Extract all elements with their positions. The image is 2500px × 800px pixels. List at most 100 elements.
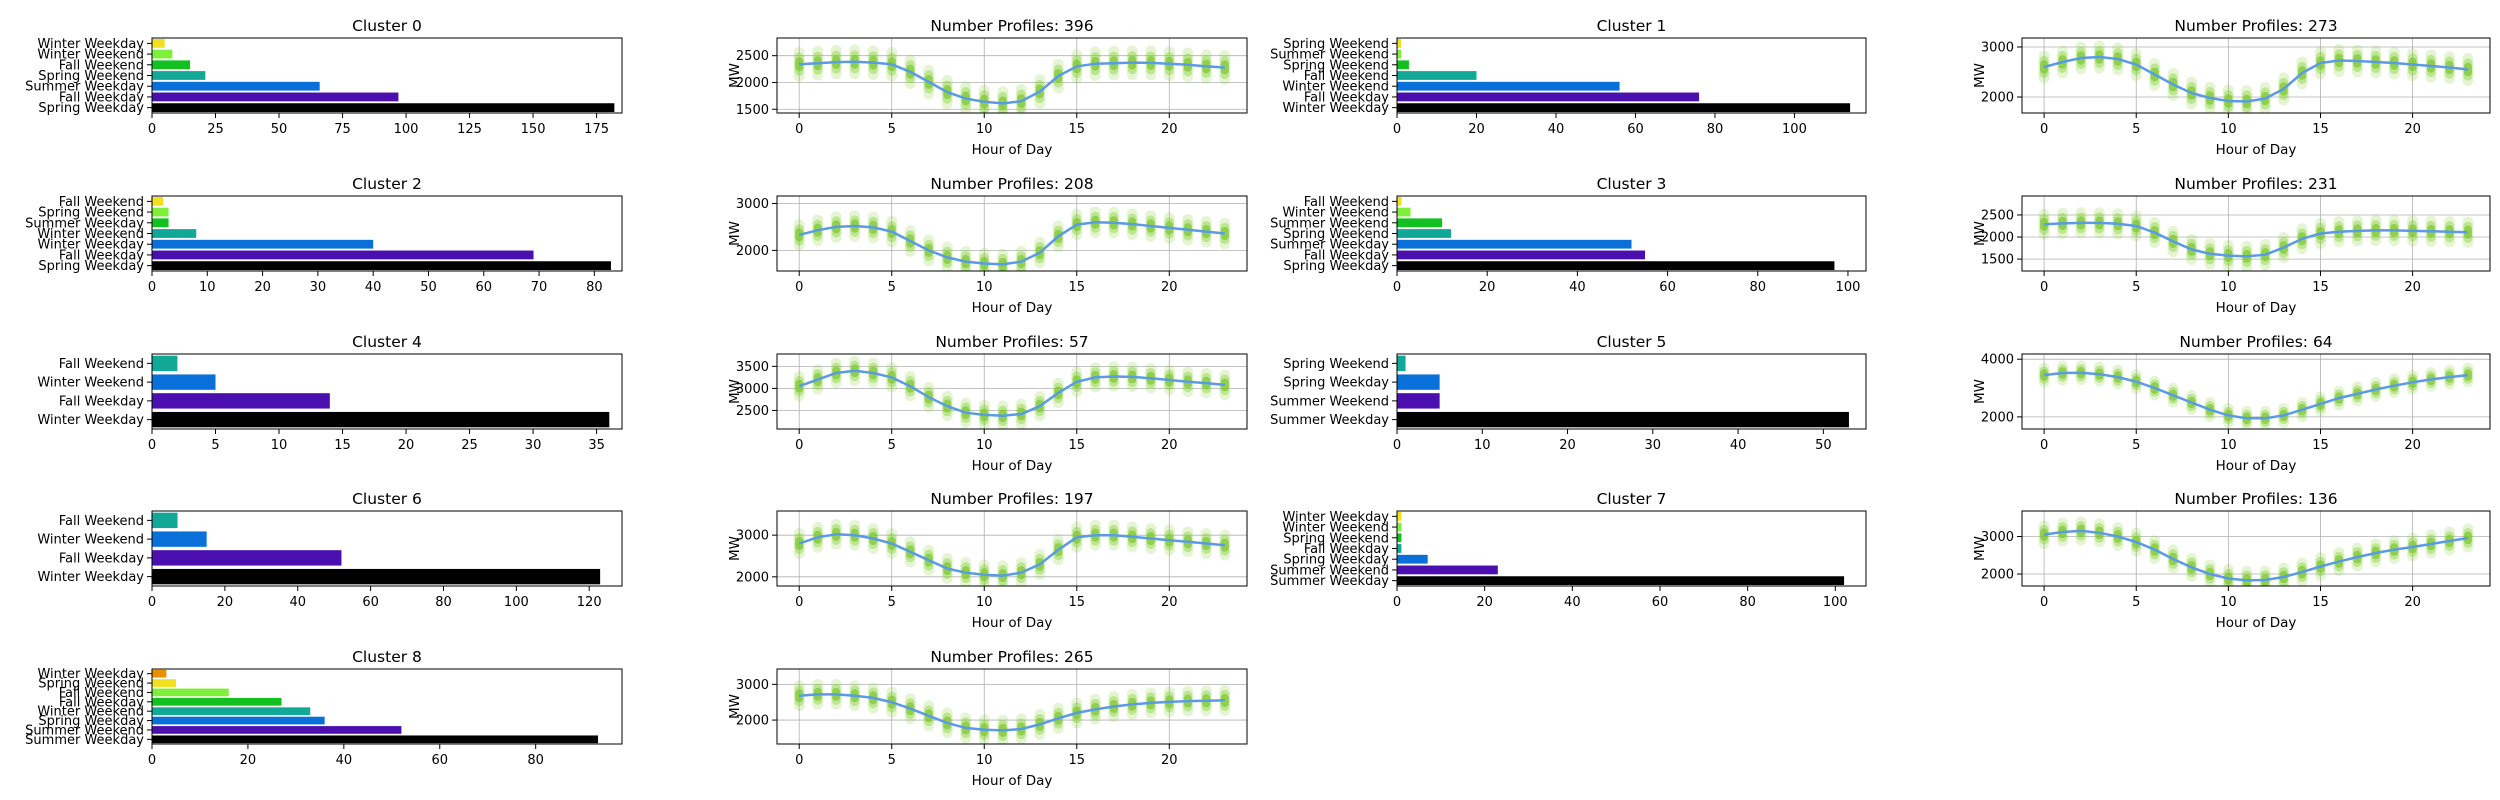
x-tick-label: 5 [888, 438, 896, 453]
bar-3 [152, 512, 178, 529]
category-label: Winter Weekend [37, 533, 144, 548]
axes-frame [2021, 353, 2491, 430]
bar-6 [1397, 196, 1402, 206]
y-axis-label: MW [1972, 379, 1988, 404]
x-tick-label: 80 [586, 280, 603, 295]
category-label: Fall Weekday [59, 248, 144, 263]
bar-3 [152, 71, 206, 80]
x-tick-label: 20 [2404, 122, 2421, 137]
y-axis-label: MW [1972, 221, 1988, 246]
panel-title: Number Profiles: 265 [930, 648, 1093, 666]
bar-0 [152, 103, 615, 113]
y-tick-label: 2000 [736, 244, 769, 259]
x-axis-label: Hour of Day [2216, 615, 2297, 631]
axes-frame [776, 37, 1248, 114]
x-tick-label: 15 [1068, 595, 1085, 610]
bar-4 [1397, 218, 1443, 228]
x-tick-label: 0 [1393, 280, 1401, 295]
x-tick-label: 5 [211, 438, 219, 453]
x-tick-label: 100 [504, 595, 529, 610]
x-tick-label: 20 [2404, 595, 2421, 610]
y-tick-label: 3000 [736, 382, 769, 397]
x-tick-label: 5 [2132, 438, 2140, 453]
x-tick-label: 5 [888, 122, 896, 137]
axes-frame [776, 668, 1248, 745]
x-tick-label: 40 [336, 753, 353, 768]
x-tick-label: 5 [2132, 595, 2140, 610]
bar-3 [1397, 71, 1477, 80]
mean-profile-line [799, 693, 1225, 732]
axes-frame [2021, 37, 2491, 114]
category-label: Spring Weekday [38, 101, 144, 116]
category-label: Fall Weekend [59, 195, 144, 210]
bar-0 [1397, 261, 1835, 271]
bar-1 [152, 250, 534, 260]
bar-6 [1397, 511, 1402, 521]
bar-0 [1397, 103, 1851, 113]
profile-cloud [793, 206, 1231, 271]
bar-5 [152, 688, 229, 697]
x-axis-label: Hour of Day [2216, 458, 2297, 474]
x-tick-label: 20 [1161, 280, 1178, 295]
x-tick-label: 100 [394, 122, 419, 137]
category-label: Fall Weekday [1304, 248, 1389, 263]
profile-cloud [793, 44, 1231, 113]
bar-3 [152, 707, 311, 716]
x-tick-label: 40 [1730, 438, 1747, 453]
category-label: Fall Weekend [59, 58, 144, 73]
x-tick-label: 20 [254, 280, 271, 295]
bar-1 [1397, 92, 1700, 102]
y-tick-label: 3000 [736, 529, 769, 544]
category-label: Spring Weekday [38, 259, 144, 274]
axes-frame [151, 195, 623, 272]
x-tick-label: 25 [461, 438, 478, 453]
profile-cloud [793, 678, 1231, 744]
y-axis-label: MW [727, 536, 743, 561]
y-tick-label: 3000 [1981, 530, 2014, 545]
mean-profile-line [799, 60, 1225, 105]
y-axis-label: MW [727, 694, 743, 719]
y-tick-label: 3000 [736, 678, 769, 693]
y-tick-label: 2000 [1981, 410, 2014, 425]
bar-0 [1397, 411, 1849, 428]
x-tick-label: 15 [2312, 438, 2329, 453]
x-tick-label: 50 [420, 280, 437, 295]
line-panel-11: Number Profiles: 64 2000 4000 0 5 10 15 20 Hour … [1972, 333, 2491, 474]
category-label: Summer Weekday [1270, 413, 1389, 428]
category-label: Fall Weekday [59, 90, 144, 105]
axes-frame [151, 37, 623, 114]
category-label: Spring Weekday [1283, 259, 1389, 274]
profile-cloud [793, 355, 1231, 429]
x-tick-label: 10 [976, 753, 993, 768]
axes-frame [776, 195, 1248, 272]
category-label: Winter Weekday [37, 667, 144, 682]
category-label: Summer Weekend [25, 723, 144, 738]
bar-5 [152, 49, 173, 59]
category-label: Fall Weekend [59, 357, 144, 372]
x-tick-label: 20 [1161, 753, 1178, 768]
x-tick-label: 5 [888, 753, 896, 768]
bar-6 [152, 679, 176, 687]
x-tick-label: 5 [2132, 122, 2140, 137]
bar-5 [1397, 522, 1402, 532]
bar-1 [152, 92, 399, 102]
category-label: Fall Weekend [1304, 195, 1389, 210]
x-tick-label: 0 [795, 438, 803, 453]
x-tick-label: 0 [795, 280, 803, 295]
y-tick-label: 2500 [1981, 208, 2014, 223]
x-tick-label: 50 [271, 122, 288, 137]
x-tick-label: 20 [217, 595, 234, 610]
category-label: Fall Weekday [59, 695, 144, 710]
x-tick-label: 20 [1559, 438, 1576, 453]
x-tick-label: 80 [1749, 280, 1766, 295]
line-panel-17: Number Profiles: 265 2000 3000 0 5 10 15 20 Hour… [727, 648, 1248, 789]
mean-profile-line [798, 221, 1225, 266]
line-panel-7: Number Profiles: 231 1500 2000 2500 0 5 10 15 20… [1972, 175, 2491, 316]
x-tick-label: 10 [976, 280, 993, 295]
x-tick-label: 0 [148, 122, 156, 137]
category-label: Spring Weekend [1283, 227, 1389, 242]
bar-1 [152, 393, 330, 409]
category-label: Spring Weekend [1283, 357, 1389, 372]
bar-4 [152, 218, 169, 228]
x-tick-label: 30 [525, 438, 542, 453]
